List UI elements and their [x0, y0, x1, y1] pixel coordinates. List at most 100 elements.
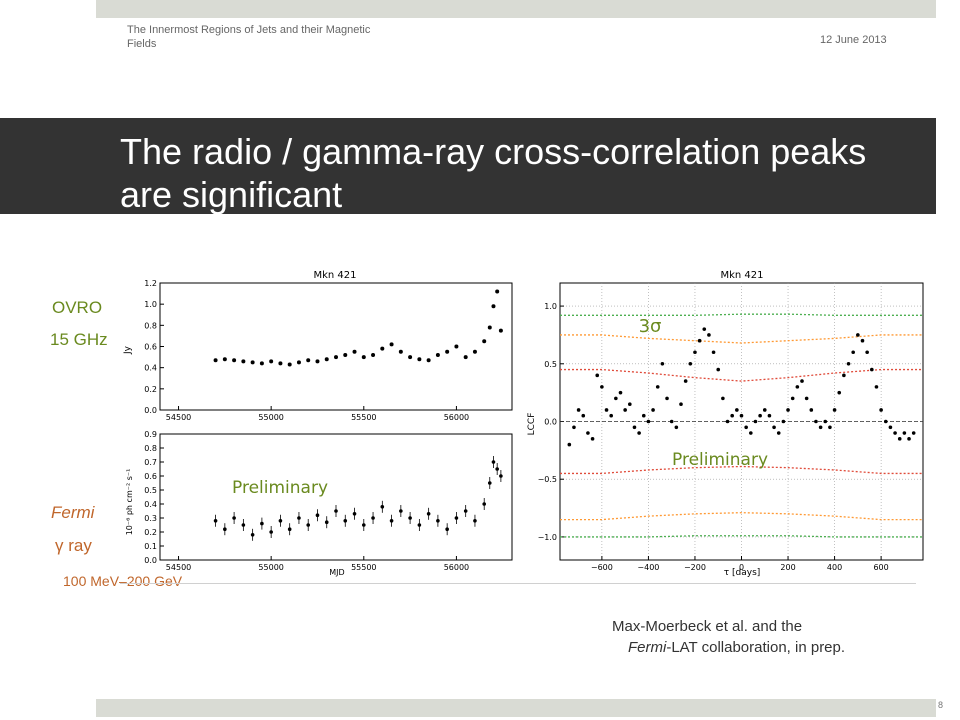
data-point — [445, 349, 450, 354]
y-tick-label: 0.7 — [144, 458, 157, 467]
data-point — [907, 437, 911, 441]
data-point — [581, 413, 586, 418]
data-point — [888, 425, 893, 430]
data-point — [586, 431, 590, 435]
data-point — [851, 350, 855, 355]
ovro-frequency-label: 15 GHz — [50, 330, 108, 349]
data-point — [809, 408, 814, 412]
plot-frame — [159, 433, 513, 561]
data-point — [837, 390, 842, 395]
data-point — [232, 358, 237, 363]
data-point — [749, 431, 753, 435]
data-point — [426, 512, 431, 516]
data-point — [296, 360, 301, 365]
data-point — [232, 516, 236, 520]
data-point — [487, 481, 492, 485]
y-tick-label: 0.5 — [144, 486, 157, 495]
data-point — [730, 413, 734, 418]
credit-line-1: Max-Moerbeck et al. and the — [612, 618, 803, 635]
data-point — [417, 523, 422, 527]
data-point — [495, 289, 500, 294]
data-point — [707, 333, 711, 337]
data-point — [454, 344, 459, 349]
data-point — [278, 361, 283, 366]
y-tick-label: 0.0 — [144, 406, 157, 415]
data-point — [800, 379, 804, 383]
data-point — [241, 359, 246, 364]
significance-band-upper — [560, 334, 923, 344]
light-curve-figure: Mkn 421 54500 55000 55500 56000 0.0 0.2 0.4 0.6… — [123, 270, 513, 577]
data-point — [711, 350, 716, 355]
x-tick-label: 200 — [780, 563, 795, 572]
bottom-panel-xlabel: MJD — [329, 568, 344, 577]
data-point — [776, 431, 781, 435]
data-point — [883, 419, 888, 424]
x-tick-label: 54500 — [166, 563, 191, 572]
bottom-panel-preliminary: Preliminary — [232, 478, 328, 498]
data-point — [389, 519, 394, 523]
data-point — [725, 419, 730, 424]
data-point — [408, 355, 413, 360]
talk-title: The Innermost Regions of Jets and their … — [127, 24, 371, 50]
data-point — [823, 419, 828, 424]
data-point — [590, 437, 595, 441]
data-point — [860, 338, 865, 343]
y-tick-label: −0.5 — [538, 475, 557, 484]
x-tick-label: 55000 — [258, 563, 283, 572]
data-point — [669, 419, 674, 424]
data-point — [343, 519, 348, 523]
data-point — [213, 519, 218, 523]
data-point — [250, 360, 255, 365]
x-tick-label: 55500 — [351, 413, 376, 422]
top-panel-title: Mkn 421 — [313, 270, 356, 281]
data-point — [758, 413, 762, 418]
x-tick-label: 56000 — [444, 413, 469, 422]
data-point — [651, 408, 655, 412]
data-point — [804, 396, 809, 401]
data-point — [491, 460, 496, 464]
data-point — [426, 358, 431, 363]
data-point — [609, 413, 613, 418]
credit-rest: -LAT collaboration, in prep. — [666, 639, 846, 656]
x-tick-label: 400 — [827, 563, 842, 572]
x-tick-label: −600 — [591, 563, 613, 572]
data-point — [223, 527, 227, 531]
lccf-preliminary: Preliminary — [672, 450, 768, 470]
data-point — [278, 519, 283, 523]
data-point — [781, 419, 786, 424]
data-point — [772, 425, 776, 430]
x-tick-label: 54500 — [166, 413, 191, 422]
data-point — [222, 357, 227, 362]
data-point — [897, 437, 902, 441]
data-point — [767, 413, 772, 418]
y-tick-label: 0.6 — [144, 472, 157, 481]
data-point — [856, 333, 860, 337]
lccf-panel-title: Mkn 421 — [720, 270, 763, 281]
data-point — [865, 350, 869, 355]
bottom-panel-ylabel: 10⁻⁶ ph cm⁻² s⁻¹ — [125, 469, 134, 536]
data-point — [380, 505, 385, 509]
y-tick-label: 1.2 — [144, 279, 157, 288]
cross-correlation-figure: Mkn 421 −600 −400 −200 0 200 400 600 −1.0 −0.5 0.… — [527, 270, 924, 578]
x-tick-label: −400 — [637, 563, 659, 572]
y-tick-label: 0.9 — [144, 430, 157, 439]
gamma-ray-label: γ ray — [55, 536, 92, 555]
data-point — [623, 408, 627, 412]
significance-band-lower — [560, 535, 923, 538]
data-point — [688, 361, 693, 366]
data-point — [408, 516, 412, 520]
data-point — [786, 408, 790, 412]
data-point — [902, 431, 907, 435]
slide-title: The radio / gamma-ray cross-correlation … — [120, 131, 867, 214]
title-bar: The radio / gamma-ray cross-correlation … — [0, 118, 936, 214]
data-point — [361, 355, 366, 360]
data-point — [795, 385, 800, 389]
data-point — [683, 379, 688, 383]
data-point — [491, 304, 496, 309]
data-point — [632, 425, 637, 430]
x-tick-label: 55500 — [351, 563, 376, 572]
data-point — [287, 362, 292, 367]
y-tick-label: 1.0 — [144, 300, 157, 309]
y-tick-label: 0.4 — [144, 500, 157, 509]
data-point — [436, 519, 440, 523]
